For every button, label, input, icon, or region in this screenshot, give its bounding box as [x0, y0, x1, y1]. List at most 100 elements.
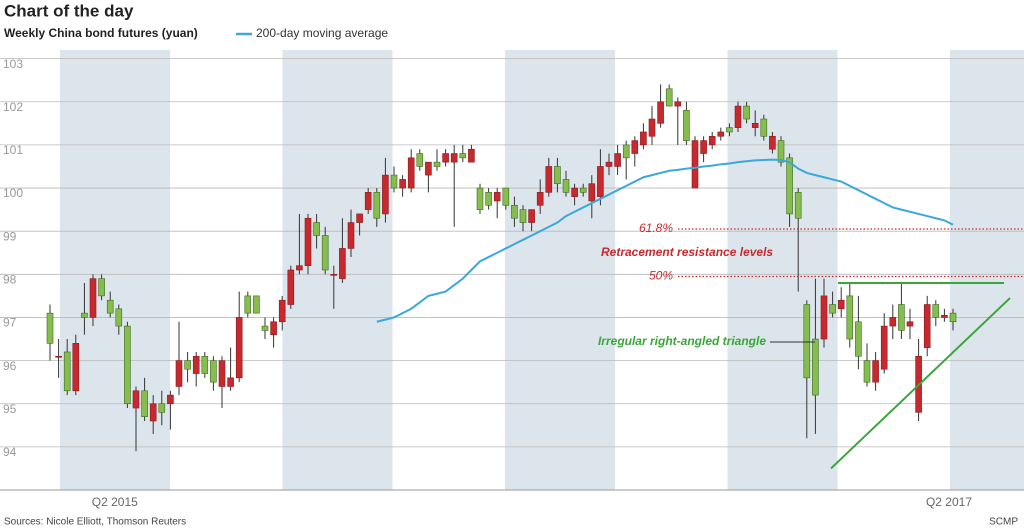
candle-body	[872, 360, 879, 383]
y-tick-label: 98	[3, 272, 17, 286]
candle-body	[683, 110, 690, 141]
candle-body	[167, 394, 174, 405]
candle-body	[158, 403, 166, 413]
candle-body	[313, 222, 320, 236]
y-tick-label: 103	[3, 57, 23, 71]
candle-body	[278, 299, 286, 323]
chart-title: Chart of the day	[4, 1, 134, 20]
candle-body	[691, 140, 699, 189]
candle-body	[442, 153, 449, 163]
source: Sources: Nicole Elliott, Thomson Reuters	[4, 517, 186, 528]
candle-body	[89, 278, 97, 318]
candle-body	[949, 312, 957, 323]
candle-body	[175, 360, 183, 387]
candle-body	[700, 140, 707, 154]
candle-body	[124, 325, 131, 405]
level-label: 61.8%	[639, 221, 673, 235]
candle-body	[605, 161, 613, 167]
candle-body	[846, 295, 854, 340]
candle-body	[906, 321, 914, 327]
candle-body	[407, 157, 415, 189]
candle-body	[201, 355, 209, 374]
candle-body	[227, 377, 234, 387]
candle-body	[244, 295, 252, 314]
candle-body	[545, 166, 553, 193]
candle-body	[399, 179, 406, 189]
candle-body	[554, 166, 561, 185]
candle-body	[106, 299, 114, 314]
candle-body	[63, 351, 71, 392]
candle-body	[648, 118, 656, 137]
candle-body	[640, 131, 647, 146]
candle-body	[760, 118, 768, 137]
candle-body	[450, 153, 458, 163]
y-tick-label: 102	[3, 100, 23, 114]
candle-body	[98, 278, 105, 297]
candle-body	[425, 161, 432, 176]
candle-body	[364, 192, 372, 210]
moving-average-line	[376, 158, 954, 323]
candle-body	[502, 187, 510, 206]
quarter-band	[950, 50, 1024, 490]
candle-body	[235, 317, 243, 379]
candle-body	[614, 153, 621, 167]
candle-body	[674, 101, 682, 107]
candle-body	[132, 390, 140, 409]
candle-body	[192, 355, 200, 374]
candle-body	[115, 308, 123, 327]
candle-body	[253, 295, 260, 314]
candle-body	[382, 174, 389, 215]
candle-body	[803, 304, 811, 379]
candle-body	[519, 209, 527, 223]
candle-body	[837, 299, 845, 310]
candle-body	[339, 248, 346, 279]
candle-body	[218, 360, 226, 387]
candle-body	[433, 161, 441, 167]
y-tick-label: 97	[3, 316, 17, 330]
credit: SCMP	[989, 517, 1018, 528]
quarter-band	[505, 50, 615, 490]
candle-body	[373, 192, 381, 219]
candle-body	[717, 131, 725, 137]
y-tick-label: 94	[3, 445, 17, 459]
legend-label: 200-day moving average	[256, 26, 388, 40]
candle-body	[528, 209, 535, 223]
candle-body	[923, 304, 931, 348]
x-tick-label: Q2 2017	[926, 495, 972, 509]
candle-body	[562, 179, 570, 193]
candle-body	[571, 187, 578, 197]
candle-body	[356, 213, 363, 223]
candle-body	[631, 140, 639, 154]
candle-body	[820, 295, 828, 340]
candle-body	[579, 187, 587, 193]
candle-body	[390, 174, 398, 189]
candle-body	[786, 157, 793, 215]
y-tick-label: 100	[3, 186, 23, 200]
candle-body	[769, 135, 776, 150]
candle-body	[493, 192, 501, 202]
candle-body	[511, 204, 518, 219]
candle-body	[622, 144, 630, 159]
candle-body	[941, 314, 948, 318]
x-tick-label: Q2 2015	[92, 495, 138, 509]
candle-body	[812, 338, 819, 396]
triangle-label: Irregular right-angled triangle	[598, 334, 766, 348]
candle-body	[416, 153, 424, 167]
candle-body	[889, 317, 897, 327]
triangle-diagonal	[830, 297, 1011, 470]
candle-body	[81, 312, 88, 318]
candle-body	[261, 325, 269, 331]
candle-body	[184, 360, 191, 370]
candle-body	[210, 360, 217, 383]
level-note: Retracement resistance levels	[601, 245, 773, 259]
candle-body	[708, 135, 716, 146]
y-tick-label: 96	[3, 359, 17, 373]
candle-body	[734, 105, 742, 128]
candle-body	[321, 235, 329, 271]
candle-body	[476, 187, 484, 210]
candle-body	[743, 105, 750, 120]
candle-body	[794, 192, 802, 219]
candle-body	[932, 304, 940, 318]
candle-body	[141, 390, 148, 417]
candle-body	[468, 148, 475, 163]
